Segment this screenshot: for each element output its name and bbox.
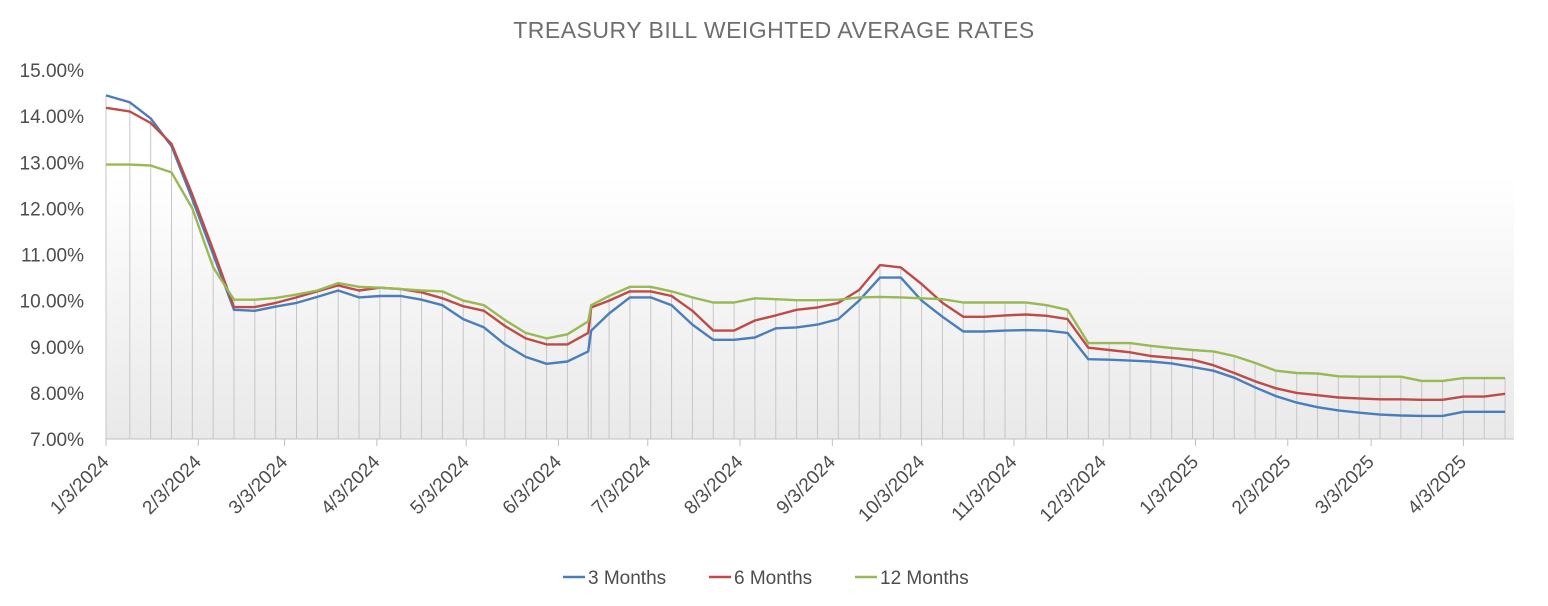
y-tick-label: 7.00%	[30, 430, 84, 451]
y-tick-label: 9.00%	[30, 338, 84, 359]
x-tick-label: 4/3/2025	[1404, 452, 1471, 519]
legend-label: 6 Months	[734, 568, 812, 589]
x-tick-label: 11/3/2024	[948, 451, 1022, 525]
x-axis: 1/3/2024 2/3/2024 3/3/2024 4/3/2024 5/3/2024…	[46, 438, 1514, 526]
chart-title: TREASURY BILL WEIGHTED AVERAGE RATES	[513, 17, 1035, 43]
x-tick-label: 7/3/2024	[588, 451, 655, 518]
x-tick-label: 1/3/2025	[1136, 452, 1203, 519]
x-tick-label: 8/3/2024	[680, 451, 747, 518]
y-tick-label: 11.00%	[21, 246, 84, 267]
y-tick-label: 13.00%	[20, 153, 85, 174]
x-tick-label: 12/3/2024	[1036, 451, 1111, 526]
series-line	[106, 163, 1506, 383]
x-tick-label: 2/3/2024	[139, 451, 206, 518]
x-tick-label: 1/3/2024	[46, 451, 113, 518]
x-tick-label: 4/3/2024	[317, 451, 384, 518]
series-line	[105, 106, 1506, 401]
y-tick-label: 14.00%	[20, 107, 85, 128]
y-tick-label: 15.00%	[20, 61, 85, 82]
x-tick-label: 10/3/2024	[855, 451, 930, 526]
legend-label: 3 Months	[588, 568, 666, 589]
legend: 3 Months 6 Months 12 Months	[563, 568, 969, 589]
x-tick-label: 5/3/2024	[407, 451, 474, 518]
drop-lines	[105, 95, 1506, 439]
legend-label: 12 Months	[880, 568, 969, 589]
x-tick-label: 9/3/2024	[773, 451, 840, 518]
y-axis: 7.00% 8.00% 9.00% 10.00% 11.00% 12.00% 13.00% 1…	[20, 61, 85, 451]
x-tick-label: 3/3/2025	[1311, 452, 1378, 519]
y-tick-label: 12.00%	[20, 199, 85, 220]
y-tick-label: 10.00%	[20, 292, 85, 313]
x-tick-label: 3/3/2024	[225, 451, 292, 518]
plot-area	[106, 175, 1514, 439]
x-tick-label: 2/3/2025	[1228, 452, 1295, 519]
x-tick-label: 6/3/2024	[499, 451, 566, 518]
series-lines	[105, 94, 1506, 418]
y-tick-label: 8.00%	[30, 384, 84, 405]
series-line	[105, 94, 1506, 418]
